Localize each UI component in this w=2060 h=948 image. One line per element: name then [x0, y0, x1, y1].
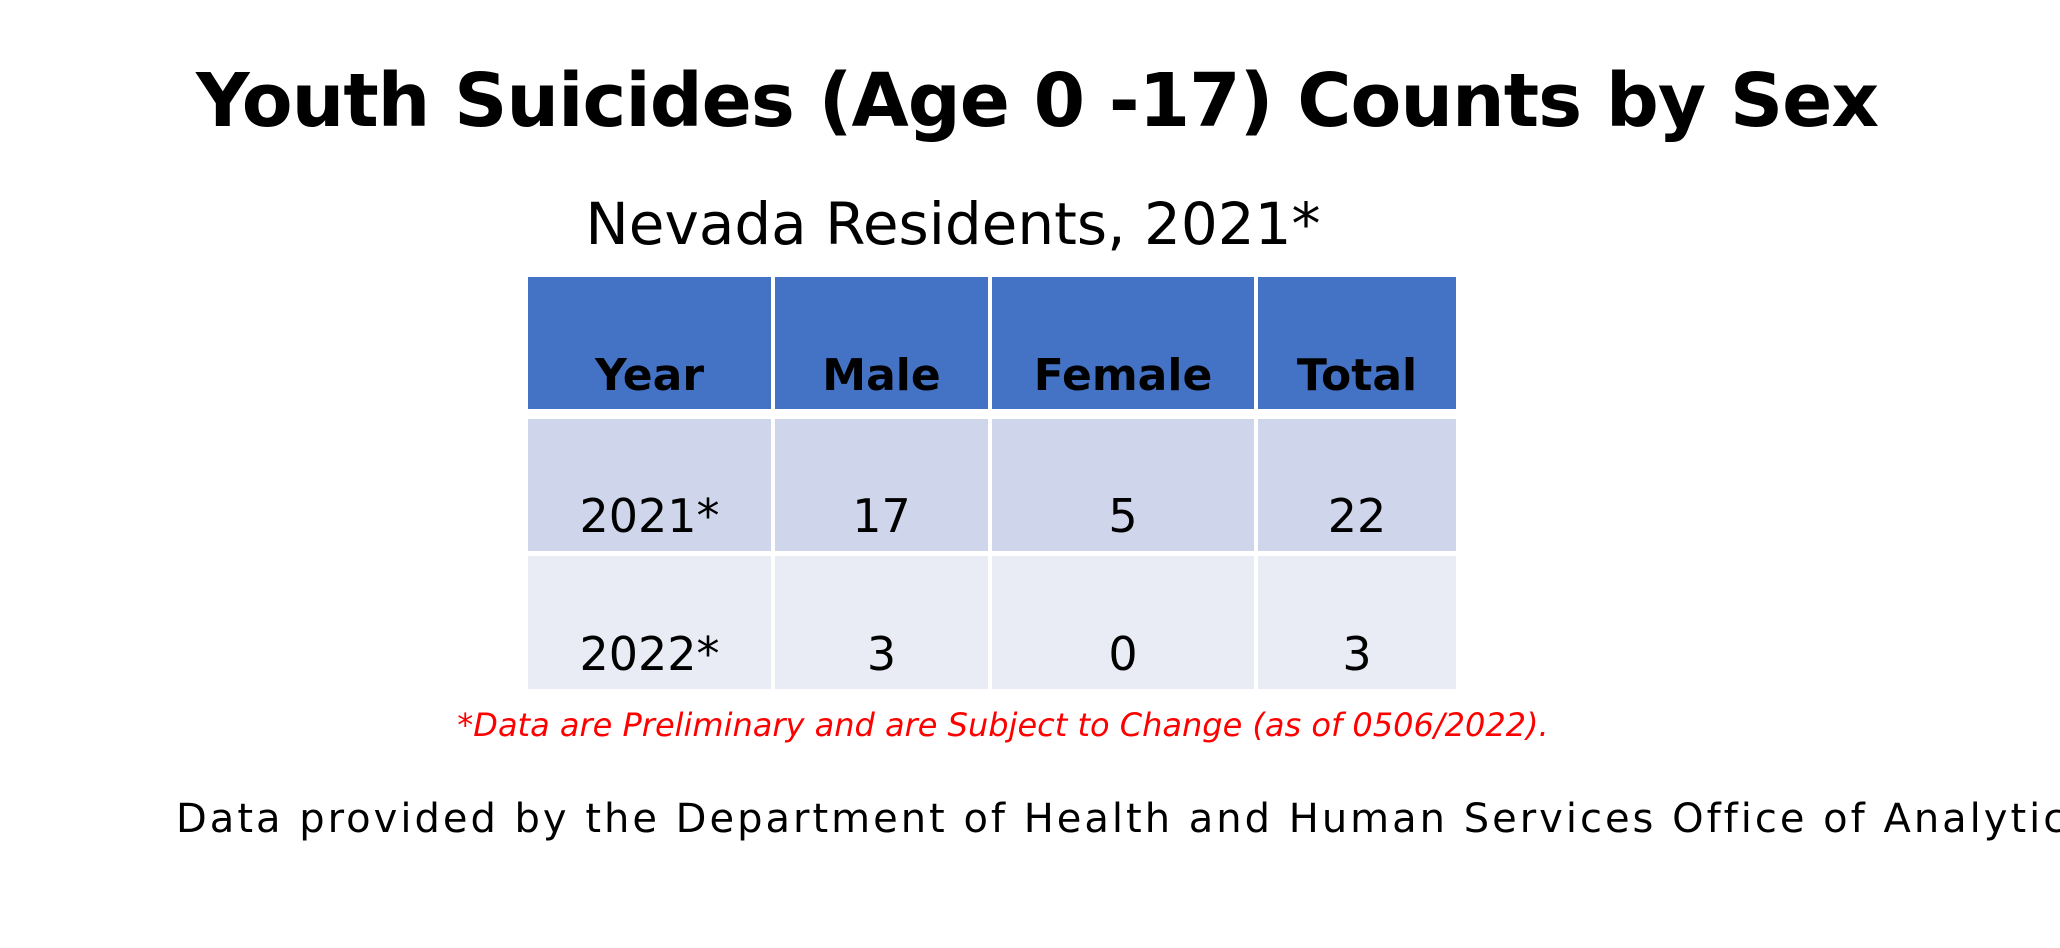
- table-cell: 17: [775, 419, 988, 551]
- table-cell: 22: [1258, 419, 1456, 551]
- column-header: Total: [1258, 277, 1456, 409]
- table-cell: 2021*: [528, 419, 771, 551]
- column-header: Male: [775, 277, 988, 409]
- footnote: *Data are Preliminary and are Subject to…: [457, 706, 1549, 744]
- subtitle: Nevada Residents, 2021*: [585, 190, 1321, 258]
- title: Youth Suicides (Age 0 -17) Counts by Sex: [196, 58, 1879, 144]
- column-header: Year: [528, 277, 771, 409]
- column-header: Female: [992, 277, 1254, 409]
- table-cell: 5: [992, 419, 1254, 551]
- source: Data provided by the Department of Healt…: [176, 796, 2060, 842]
- table-cell: 0: [992, 556, 1254, 689]
- table-cell: 3: [775, 556, 988, 689]
- table-cell: 2022*: [528, 556, 771, 689]
- table-cell: 3: [1258, 556, 1456, 689]
